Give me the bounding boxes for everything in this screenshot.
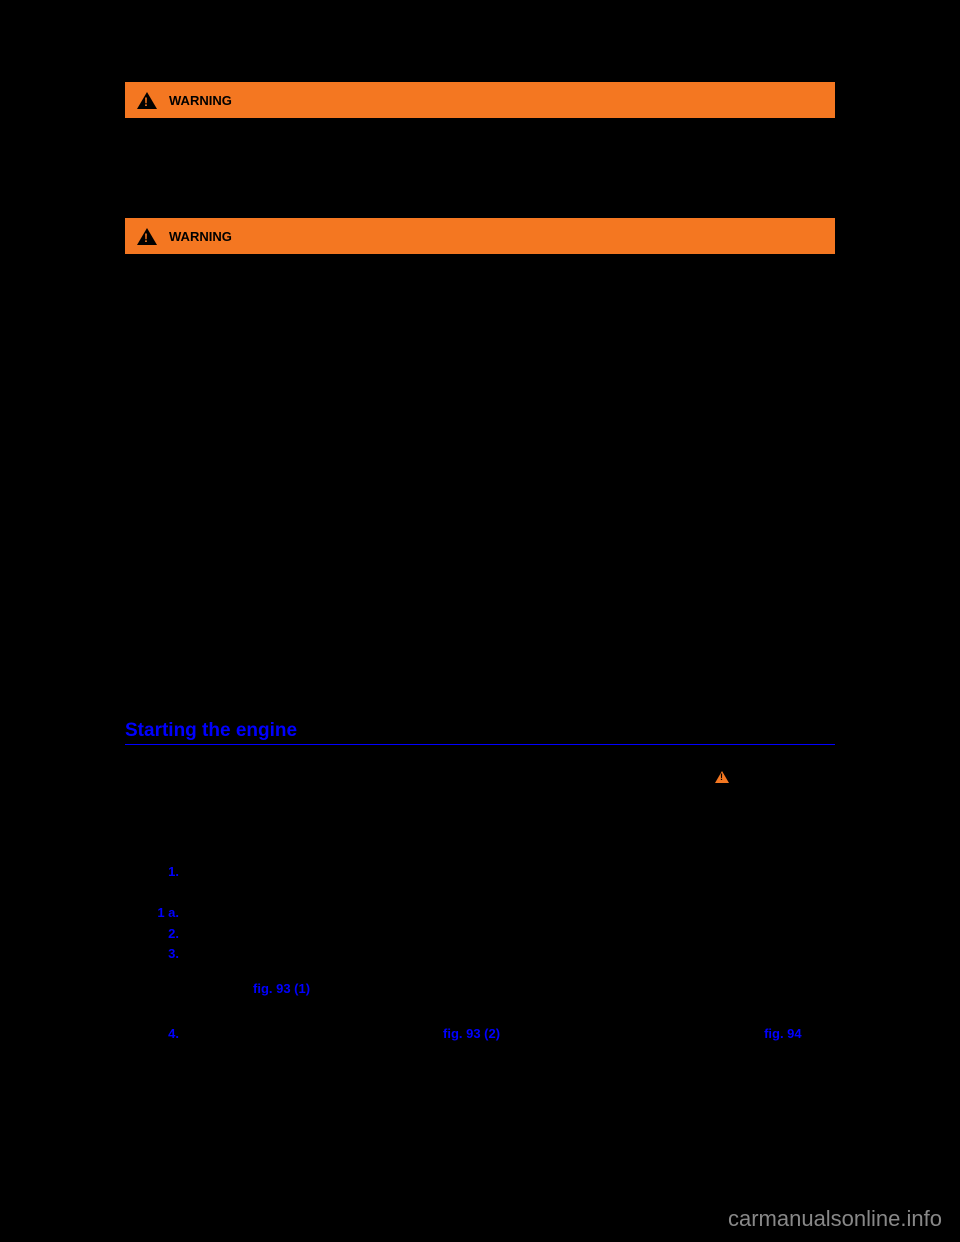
list-number: 1. (155, 864, 185, 879)
list-item: 2. (155, 926, 835, 941)
list-number: 4. (155, 1026, 185, 1041)
warning-icon (137, 228, 157, 245)
list-item: 3. (155, 946, 835, 961)
list-number: 3. (155, 946, 185, 961)
list-number: 1 a. (155, 905, 185, 920)
figure-reference: fig. 94 (764, 1026, 802, 1041)
section-heading: Starting the engine (125, 720, 835, 745)
figure-reference: fig. 93 (2) (443, 1026, 500, 1041)
list-item: 1 a. (155, 905, 835, 920)
warning-label: WARNING (169, 229, 232, 244)
warning-icon (137, 92, 157, 109)
warning-icon-inline (715, 771, 729, 783)
figure-reference: fig. 93 (1) (253, 981, 835, 996)
warning-box: WARNING (125, 82, 835, 118)
watermark: carmanualsonline.info (728, 1206, 942, 1232)
warning-label: WARNING (169, 93, 232, 108)
list-item: 4. fig. 93 (2) fig. 94 (155, 1026, 835, 1041)
warning-box: WARNING (125, 218, 835, 254)
list-item: 1. (155, 864, 835, 879)
step-list: 1. 1 a. 2. 3. (125, 864, 835, 961)
list-number: 2. (155, 926, 185, 941)
